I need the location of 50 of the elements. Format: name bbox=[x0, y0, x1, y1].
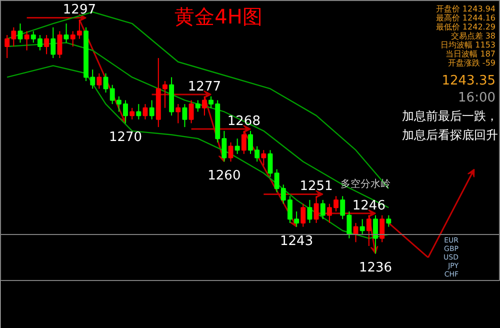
candlestick bbox=[136, 104, 142, 120]
candlestick bbox=[149, 100, 154, 120]
candlestick bbox=[188, 100, 194, 124]
chart-title: 黄金4H图 bbox=[174, 4, 262, 28]
candlestick bbox=[202, 96, 207, 116]
candlestick bbox=[360, 218, 365, 235]
candlestick bbox=[142, 104, 148, 120]
candlestick bbox=[57, 30, 62, 59]
candlestick bbox=[195, 100, 200, 112]
candlestick bbox=[103, 72, 108, 94]
candlestick bbox=[44, 34, 50, 55]
annotation: 1251 bbox=[300, 179, 333, 194]
annotation: 1270 bbox=[108, 130, 142, 146]
candlestick bbox=[261, 150, 266, 166]
text: 开盘价 1243.94 bbox=[436, 4, 496, 14]
candlestick bbox=[64, 23, 69, 44]
candlestick bbox=[50, 26, 56, 59]
text: 加息前最后一跌，加息后看探底回升 bbox=[402, 109, 498, 142]
annotation: 1260 bbox=[208, 168, 241, 184]
candlestick bbox=[366, 214, 372, 246]
text: 当日波幅 187 bbox=[446, 50, 496, 58]
text: 1243.35 bbox=[442, 74, 496, 88]
candlestick bbox=[386, 214, 392, 228]
candlestick bbox=[182, 104, 188, 128]
candlestick bbox=[314, 196, 319, 224]
candlestick bbox=[234, 138, 240, 154]
candlestick bbox=[176, 104, 181, 124]
text: 16:00 bbox=[458, 90, 496, 106]
annotation: 1246 bbox=[352, 198, 386, 214]
candlestick bbox=[24, 30, 30, 51]
candlestick bbox=[300, 203, 306, 228]
annotation: 1297 bbox=[62, 2, 96, 18]
annotation: 1277 bbox=[188, 79, 221, 94]
annotation: 1236 bbox=[358, 260, 392, 276]
text: 交易点差 38 bbox=[450, 32, 496, 40]
candlestick bbox=[123, 100, 128, 124]
candlestick bbox=[241, 130, 246, 154]
candlestick bbox=[18, 23, 23, 44]
text: 最高价 1244.16 bbox=[436, 14, 496, 22]
candlestick bbox=[130, 107, 135, 120]
candlestick bbox=[268, 150, 273, 178]
candlestick bbox=[320, 199, 326, 220]
candlestick bbox=[380, 214, 385, 243]
text: 开盘涨跌 -59 bbox=[448, 58, 496, 68]
text: 日均波幅 1153 bbox=[440, 40, 496, 50]
candlestick bbox=[307, 199, 312, 224]
annotation: 1243 bbox=[280, 234, 314, 249]
candlestick bbox=[228, 142, 234, 162]
text: 最低价 1242.29 bbox=[436, 22, 496, 32]
candlestick bbox=[96, 72, 102, 90]
